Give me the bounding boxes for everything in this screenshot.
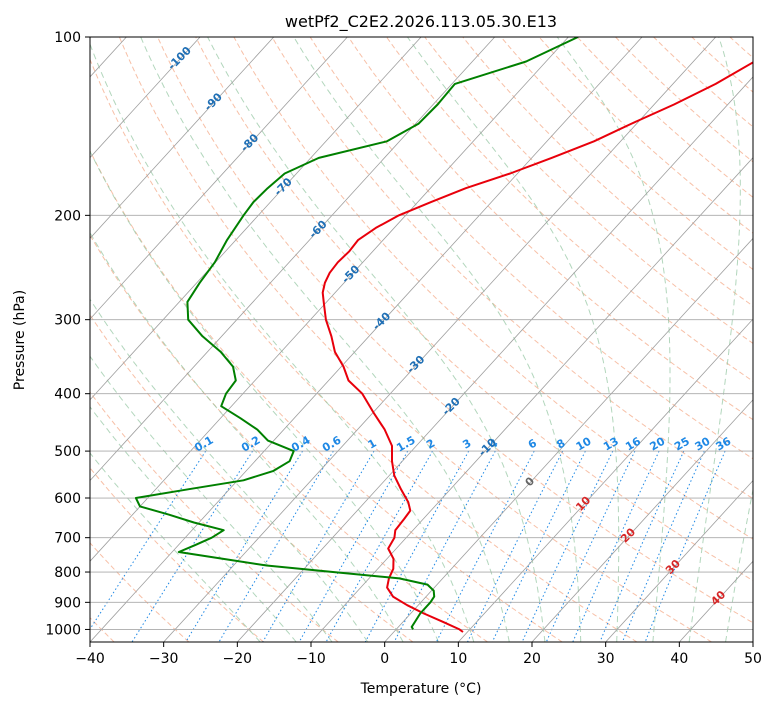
isotherm-line (90, 37, 569, 562)
dry-adiabat-line (90, 467, 264, 642)
y-tick-label: 600 (54, 491, 81, 507)
y-tick-label: 500 (54, 444, 81, 460)
mixing-ratio-line (90, 450, 207, 631)
dry-adiabat-line (118, 37, 712, 642)
isotherm-line (310, 157, 753, 642)
chart-title: wetPf2_C2E2.2026.113.05.30.E13 (285, 12, 557, 32)
x-tick-label: 40 (670, 651, 688, 667)
mixing-ratio-line (491, 450, 586, 642)
mixing-ratio-line (572, 450, 660, 642)
isotherm-line (237, 76, 753, 642)
x-axis-label: Temperature (°C) (360, 681, 482, 697)
moist-adiabat-line (140, 37, 510, 642)
temperature-profile (321, 61, 753, 633)
isotherm-line (90, 37, 643, 642)
moist-adiabat-line (90, 42, 475, 642)
isotherm-line (384, 237, 753, 642)
y-tick-label: 100 (54, 30, 81, 46)
moist-adiabat-line (90, 231, 404, 642)
dry-adiabat-line (753, 24, 775, 642)
dewpoint-profile (134, 37, 579, 630)
isotherm-line (90, 37, 496, 482)
mixing-ratio-line (599, 450, 685, 642)
isotherm-line (752, 641, 753, 642)
mixing-ratio-line (325, 450, 433, 642)
moist-adiabat-line (90, 298, 369, 642)
isotherm-line (90, 37, 348, 320)
isotherm-line (90, 37, 275, 239)
x-tick-label: −20 (223, 651, 253, 667)
mixing-ratio-line (218, 450, 334, 642)
mixing-ratio-line (364, 450, 470, 642)
y-tick-label: 400 (54, 387, 81, 403)
dry-adiabat-line (90, 149, 563, 642)
moist-adiabat-line (90, 355, 333, 642)
dry-adiabat-line (90, 234, 488, 642)
isotherm-line (458, 318, 753, 642)
isotherm-line (90, 37, 201, 159)
x-tick-label: 0 (380, 651, 389, 667)
x-tick-label: 10 (449, 651, 467, 667)
x-tick-label: 20 (523, 651, 541, 667)
isotherm-line (531, 399, 753, 642)
isotherm-line (163, 37, 717, 642)
x-tick-label: −10 (296, 651, 326, 667)
dry-adiabat-line (195, 37, 753, 582)
x-tick-label: −40 (75, 651, 105, 667)
dry-adiabat-line (271, 37, 753, 500)
y-tick-label: 700 (54, 531, 81, 547)
mixing-ratio-line (262, 450, 375, 642)
moist-adiabat-line (90, 452, 261, 642)
moist-adiabat-line (556, 37, 671, 642)
moist-adiabat-line (725, 486, 753, 642)
moist-adiabat-line (90, 150, 439, 642)
x-tick-label: 30 (597, 651, 615, 667)
plot-frame (89, 36, 754, 643)
y-tick-label: 300 (54, 313, 81, 329)
x-tick-label: 50 (744, 651, 762, 667)
series-layer (134, 37, 753, 633)
isotherm-line (90, 37, 422, 401)
y-tick-label: 200 (54, 208, 81, 224)
mixing-ratio-line (467, 450, 564, 642)
isotherm-line (605, 479, 753, 642)
dry-adiabat-line (157, 37, 753, 624)
dry-adiabat-line (90, 58, 638, 642)
y-axis-label: Pressure (hPa) (12, 290, 28, 390)
y-tick-label: 800 (54, 565, 81, 581)
dry-adiabat-line (233, 37, 753, 540)
tick-layer: −40 −30 −20 −10 0 10 20 30 40 50 100 200 300 400 500 60… (45, 30, 762, 667)
grid-layer (90, 24, 775, 642)
moist-adiabat-line (293, 37, 582, 642)
y-tick-label: 1000 (45, 622, 81, 638)
mixing-ratio-line (185, 450, 304, 642)
moist-adiabat-line (688, 37, 741, 642)
dry-adiabat-line (385, 37, 753, 382)
y-tick-label: 900 (54, 595, 81, 611)
plot-background (90, 37, 753, 642)
moist-adiabat-line (207, 37, 546, 642)
mixing-ratio-line (131, 450, 254, 642)
x-tick-label: −30 (149, 651, 179, 667)
moist-adiabat-line (90, 405, 297, 642)
moist-adiabat-line (406, 37, 620, 642)
